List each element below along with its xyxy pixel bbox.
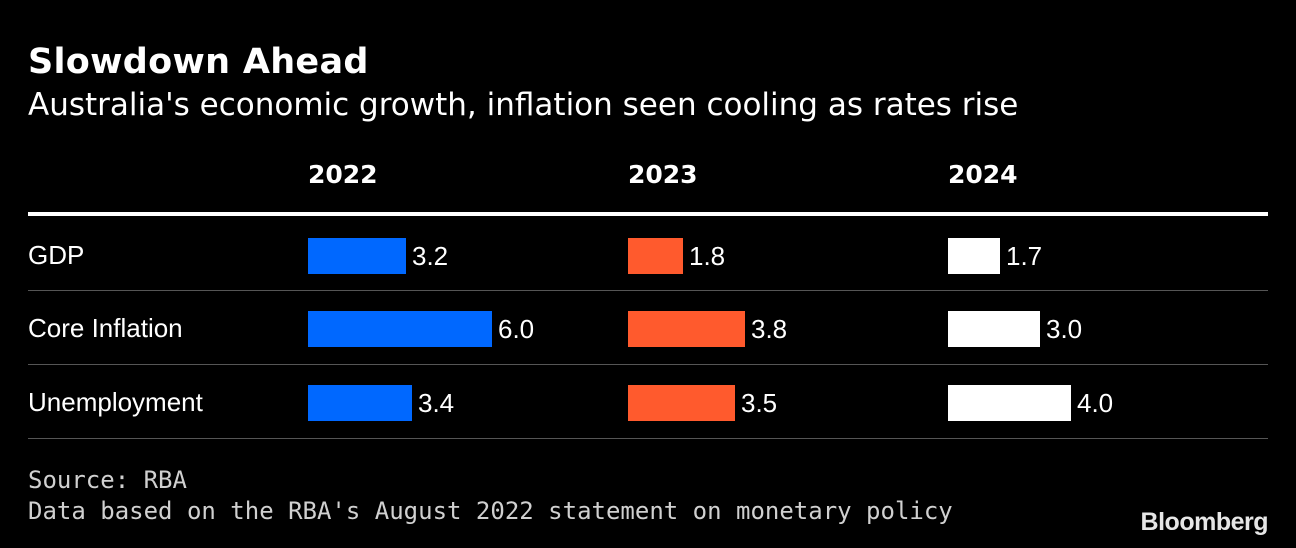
bar-2023-unemployment <box>628 385 735 421</box>
row-divider <box>28 290 1268 291</box>
bar-2023-gdp <box>628 238 683 274</box>
value-label-2022-gdp: 3.2 <box>412 241 449 271</box>
data-note: Data based on the RBA's August 2022 stat… <box>28 497 953 525</box>
bloomberg-logo: Bloomberg <box>1140 508 1269 536</box>
chart-title: Slowdown Ahead <box>28 42 369 82</box>
value-label-2023-core-inflation: 3.8 <box>751 314 788 344</box>
bar-2024-unemployment <box>948 385 1071 421</box>
header-rule <box>28 212 1268 216</box>
value-label-2024-core-inflation: 3.0 <box>1046 314 1083 344</box>
bar-2022-unemployment <box>308 385 412 421</box>
bar-2022-gdp <box>308 238 406 274</box>
row-divider <box>28 364 1268 365</box>
value-label-2023-unemployment: 3.5 <box>741 388 778 418</box>
value-label-2024-unemployment: 4.0 <box>1077 388 1114 418</box>
bar-2024-gdp <box>948 238 1000 274</box>
column-header-2023: 2023 <box>628 160 698 189</box>
row-label-gdp: GDP <box>28 240 85 270</box>
value-label-2022-core-inflation: 6.0 <box>498 314 535 344</box>
bar-2022-core-inflation <box>308 311 492 347</box>
source-note: Source: RBA <box>28 466 187 494</box>
row-divider <box>28 438 1268 439</box>
chart-subtitle: Australia's economic growth, inflation s… <box>28 87 1019 123</box>
bar-2023-core-inflation <box>628 311 745 347</box>
bar-2024-core-inflation <box>948 311 1040 347</box>
row-label-core-inflation: Core Inflation <box>28 313 183 343</box>
column-header-2024: 2024 <box>948 160 1018 189</box>
value-label-2023-gdp: 1.8 <box>689 241 726 271</box>
value-label-2024-gdp: 1.7 <box>1006 241 1043 271</box>
row-label-unemployment: Unemployment <box>28 387 203 417</box>
value-label-2022-unemployment: 3.4 <box>418 388 455 418</box>
column-header-2022: 2022 <box>308 160 378 189</box>
